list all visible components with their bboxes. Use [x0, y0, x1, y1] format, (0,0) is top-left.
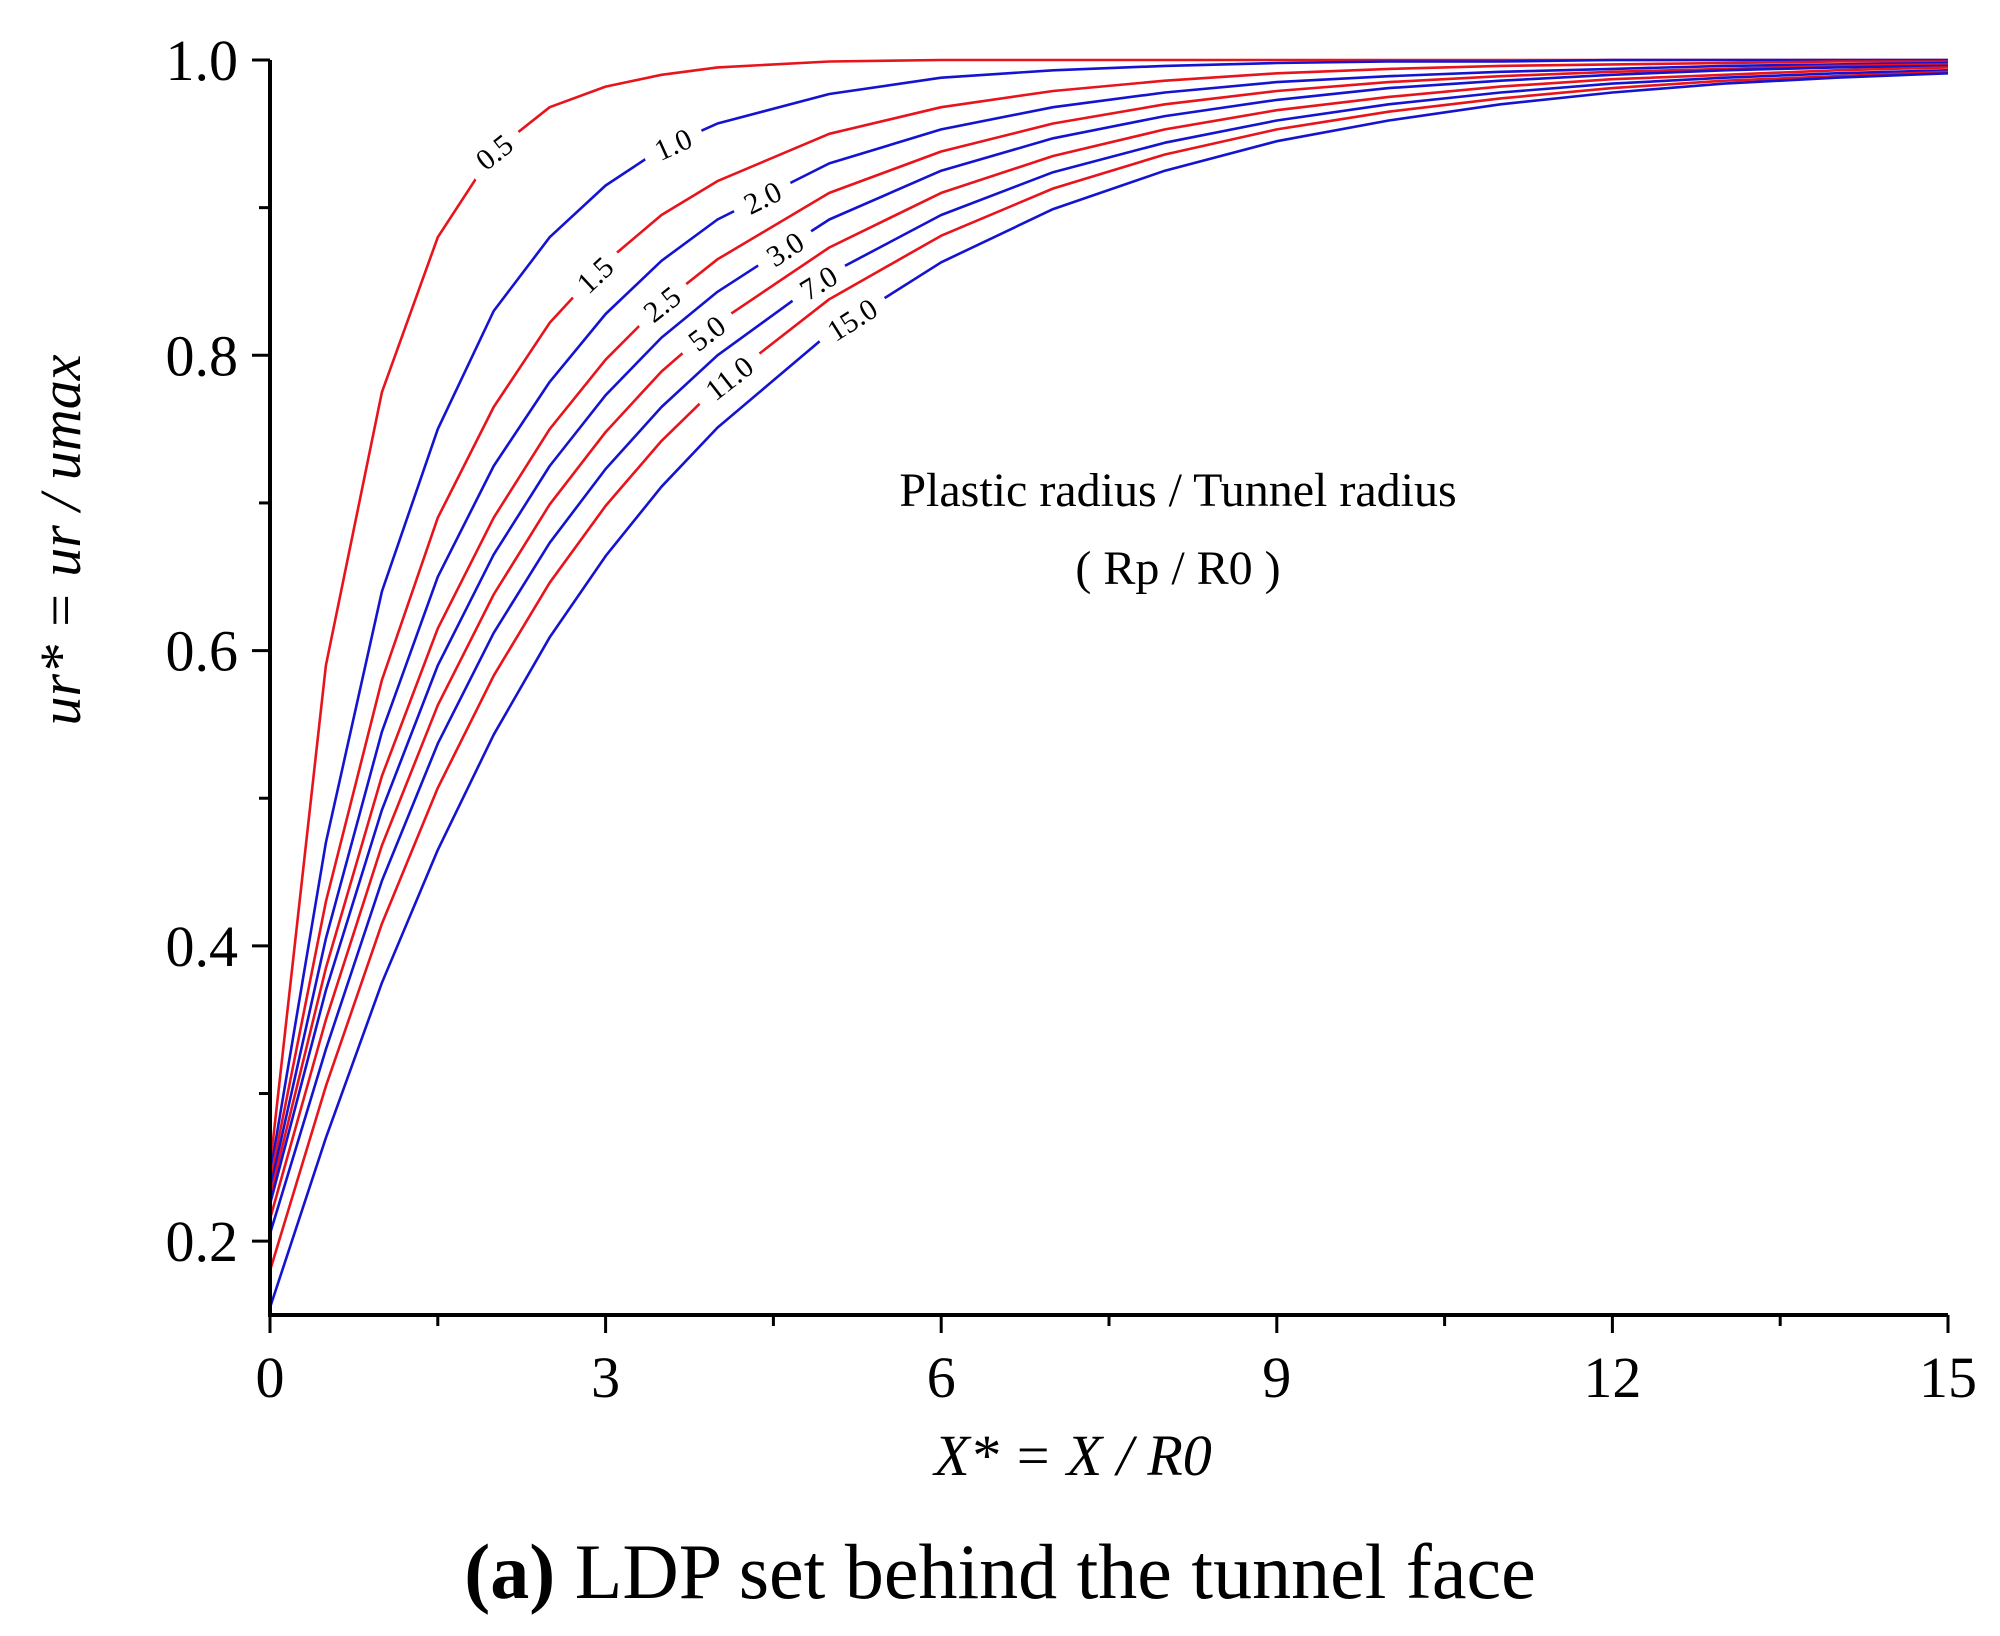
curve-label-group: 1.0 — [636, 114, 709, 173]
annotation-line-1: Plastic radius / Tunnel radius — [899, 464, 1456, 517]
series-line-1.0 — [268, 58, 1948, 1175]
x-axis-title: X* = X / R0 — [932, 1423, 1212, 1488]
curve-label-bg — [559, 239, 630, 310]
y-tick-label: 0.2 — [166, 1209, 239, 1274]
y-tick-label: 0.6 — [166, 619, 239, 684]
series-line-5.0 — [268, 66, 1949, 1220]
x-tick-label: 12 — [1583, 1345, 1641, 1410]
curve-label-bg — [809, 282, 895, 356]
x-tick-label: 15 — [1919, 1345, 1977, 1410]
curve-label-bg — [781, 250, 855, 314]
x-tick-label: 3 — [591, 1345, 620, 1410]
series-line-3.0 — [268, 64, 1949, 1205]
series-layer — [268, 58, 1949, 1309]
caption-text: LDP set behind the tunnel face — [555, 1528, 1535, 1615]
y-tick-label: 0.4 — [166, 914, 239, 979]
curve-label-bg — [625, 269, 698, 338]
curve-label-bg — [670, 299, 743, 366]
annotation-line-2: ( Rp / R0 ) — [1075, 542, 1280, 595]
curve-label-group: 0.5 — [457, 117, 530, 186]
series-line-7.0 — [268, 69, 1949, 1235]
curve-label-bg — [457, 117, 530, 186]
x-tick-label: 6 — [927, 1345, 956, 1410]
series-line-0.5 — [268, 58, 1948, 1168]
curve-labels: 0.5 1.01.52.02.53.05.07.011.015.0 — [457, 114, 895, 416]
y-axis-title: ur* = ur / umax — [28, 354, 93, 725]
y-tick-label: 1.0 — [166, 28, 239, 93]
axes: 0 3 6 9 12 15 0.2 0.4 0.6 0.8 1.0 — [166, 28, 1978, 1410]
curve-label-bg — [725, 166, 799, 228]
series-line-1.5 — [268, 60, 1948, 1183]
figure-caption: (a) LDP set behind the tunnel face — [464, 1528, 1535, 1615]
series-line-2.0 — [268, 61, 1949, 1190]
caption-letter: (a) — [464, 1528, 555, 1615]
series-line-2.5 — [268, 63, 1949, 1198]
curve-label-bg — [636, 114, 709, 173]
y-tick-label: 0.8 — [166, 323, 239, 388]
x-tick-label: 9 — [1262, 1345, 1291, 1410]
x-tick-label: 0 — [256, 1345, 285, 1410]
series-line-11.0 — [268, 70, 1949, 1272]
curve-label-bg — [748, 216, 821, 281]
curve-label-bg — [686, 339, 771, 416]
series-line-15.0 — [268, 72, 1949, 1309]
